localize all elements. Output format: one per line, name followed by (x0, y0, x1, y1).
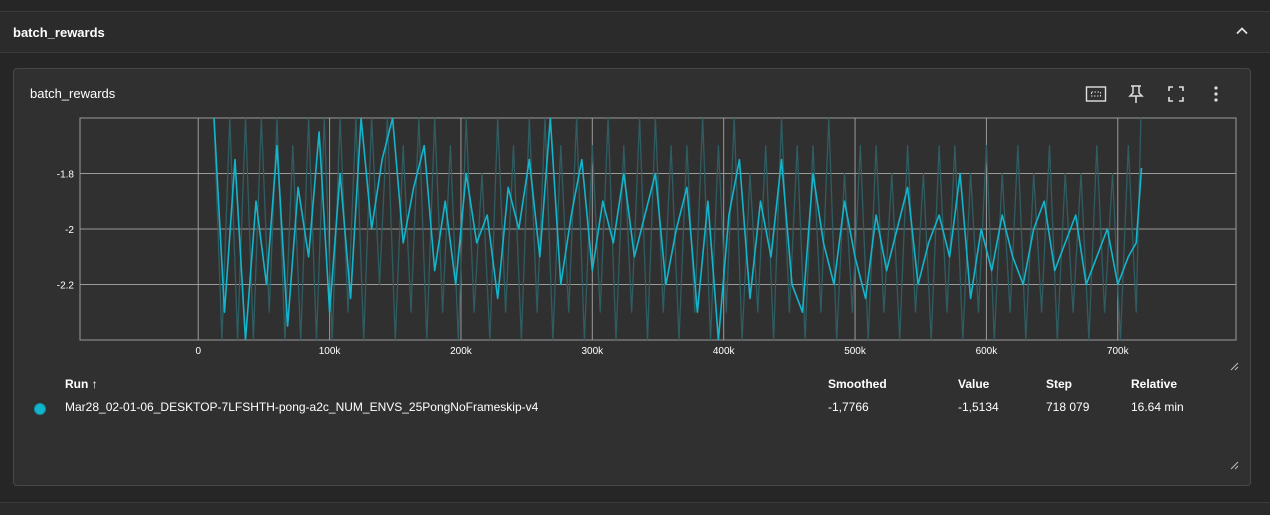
card-title: batch_rewards (30, 86, 116, 101)
header-run[interactable]: Run ↑ (65, 377, 98, 391)
chart-resize-handle-icon[interactable] (1230, 362, 1239, 371)
x-tick-label: 600k (976, 346, 999, 357)
x-tick-label: 500k (844, 346, 867, 357)
x-tick-label: 0 (195, 346, 201, 357)
y-tick-label: -2 (65, 225, 74, 236)
header-value: Value (958, 377, 990, 391)
step-value: 718 079 (1046, 400, 1090, 414)
run-color-swatch[interactable] (34, 403, 46, 415)
section-header[interactable]: batch_rewards (0, 12, 1270, 53)
raw-value: -1,5134 (958, 400, 999, 414)
more-vert-icon[interactable] (1196, 82, 1236, 106)
x-tick-label: 400k (713, 346, 736, 357)
relative-value: 16.64 min (1131, 400, 1184, 414)
smoothed-series-line (213, 118, 1143, 340)
x-tick-label: 100k (319, 346, 342, 357)
x-tick-label: 700k (1107, 346, 1130, 357)
top-divider (0, 0, 1270, 12)
y-tick-label: -2.2 (57, 281, 75, 292)
section-title: batch_rewards (13, 25, 105, 40)
card-toolbar (1076, 82, 1236, 104)
run-name: Mar28_02-01-06_DESKTOP-7LFSHTH-pong-a2c_… (65, 400, 539, 414)
bottom-divider (0, 502, 1270, 515)
line-chart[interactable]: 0 100k 200k 300k 400k 500k 600k 700k -1.8 -2 -2.2 (14, 114, 1252, 374)
table-resize-handle-icon[interactable] (1230, 461, 1239, 470)
raw-series-line (213, 118, 1142, 340)
scalar-card: batch_rewards 0 100k 200k 300k 400k 500k 600k 7… (13, 68, 1251, 486)
x-tick-label: 300k (581, 346, 604, 357)
smoothed-value: -1,7766 (828, 400, 869, 414)
header-relative: Relative (1131, 377, 1178, 391)
chart-area[interactable]: 0 100k 200k 300k 400k 500k 600k 700k -1.8 -2 -2.2 (14, 114, 1252, 374)
x-tick-label: 200k (450, 346, 473, 357)
pin-icon[interactable] (1116, 82, 1156, 106)
fullscreen-icon[interactable] (1156, 82, 1196, 106)
y-tick-label: -1.8 (57, 170, 75, 181)
fit-domain-icon[interactable] (1076, 82, 1116, 106)
chevron-up-icon[interactable] (1234, 23, 1250, 39)
header-smoothed: Smoothed (828, 377, 887, 391)
header-step: Step (1046, 377, 1073, 391)
